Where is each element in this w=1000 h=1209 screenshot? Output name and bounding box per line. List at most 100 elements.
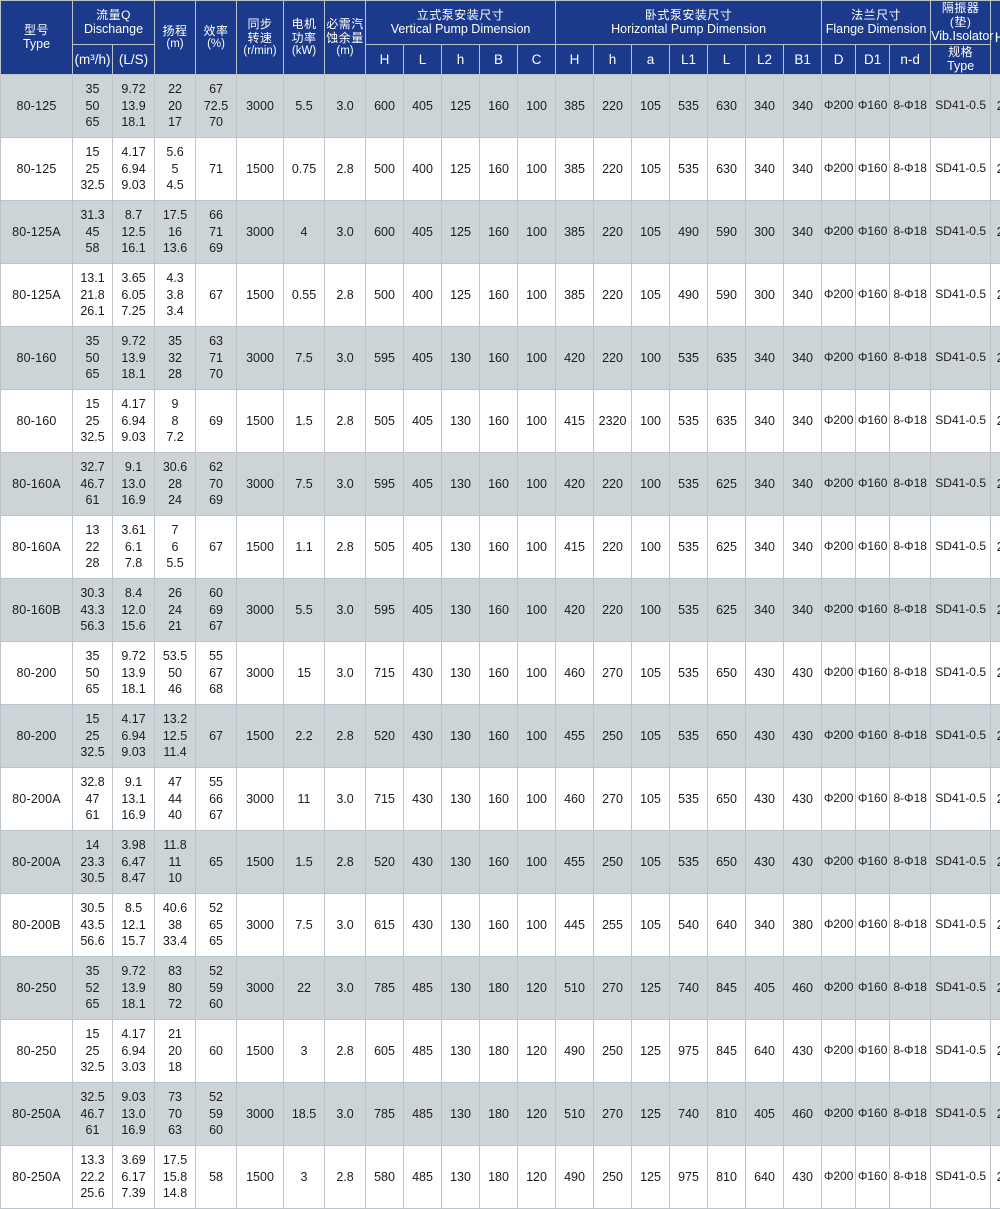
cell-flange-D1: Φ160 (856, 578, 890, 641)
cell-npsh: 3.0 (325, 578, 366, 641)
cell-horizontal-L: 650 (708, 767, 746, 830)
cell-vertical-h: 130 (442, 1082, 480, 1145)
cell-horizontal-H: 415 (556, 389, 594, 452)
cell-horizontal-a: 100 (632, 326, 670, 389)
cell-vertical-H: 715 (366, 641, 404, 704)
cell-horizontal-L2: 300 (746, 200, 784, 263)
header-vertical-B: B (480, 45, 518, 75)
cell-vertical-B: 180 (480, 956, 518, 1019)
cell-horizontal-L: 845 (708, 956, 746, 1019)
cell-type: 80-125A (1, 200, 73, 263)
cell-motor-power: 18.5 (284, 1082, 325, 1145)
cell-type: 80-160 (1, 389, 73, 452)
cell-isolator-type: SD41-0.5 (931, 515, 991, 578)
cell-horizontal-L2: 405 (746, 956, 784, 1019)
cell-vertical-L: 405 (404, 452, 442, 515)
cell-vertical-H: 785 (366, 956, 404, 1019)
cell-horizontal-L1: 740 (670, 1082, 708, 1145)
cell-horizontal-a: 105 (632, 263, 670, 326)
header-vibration-isolator: 隔振器 (垫) Vib.Isolator (931, 1, 991, 45)
cell-npsh: 3.0 (325, 200, 366, 263)
header-horizontal-H: H (556, 45, 594, 75)
cell-flange-D: Φ200 (822, 578, 856, 641)
cell-horizontal-L1: 535 (670, 452, 708, 515)
header-type: 型号 Type (1, 1, 73, 75)
cell-isolator-type: SD41-0.5 (931, 137, 991, 200)
cell-flange-D1: Φ160 (856, 704, 890, 767)
cell-flange-D1: Φ160 (856, 830, 890, 893)
cell-horizontal-H: 460 (556, 767, 594, 830)
cell-horizontal-B1: 340 (784, 326, 822, 389)
cell-vertical-C: 120 (518, 1019, 556, 1082)
cell-horizontal-a: 125 (632, 956, 670, 1019)
cell-flange-D1: Φ160 (856, 74, 890, 137)
cell-horizontal-L1: 535 (670, 515, 708, 578)
cell-type: 80-200B (1, 893, 73, 956)
cell-efficiency: 60 (196, 1019, 237, 1082)
cell-isolator-type: SD41-0.5 (931, 767, 991, 830)
cell-vertical-L: 485 (404, 1019, 442, 1082)
cell-horizontal-L2: 340 (746, 515, 784, 578)
cell-efficiency: 58 (196, 1145, 237, 1208)
cell-flange-nd: 8-Φ18 (890, 263, 931, 326)
cell-flange-D1: Φ160 (856, 326, 890, 389)
cell-flange-D1: Φ160 (856, 1082, 890, 1145)
cell-horizontal-H: 510 (556, 956, 594, 1019)
cell-speed: 1500 (237, 137, 284, 200)
cell-vertical-H: 505 (366, 515, 404, 578)
cell-vertical-H: 580 (366, 1145, 404, 1208)
cell-flange-D1: Φ160 (856, 200, 890, 263)
cell-isolator-type: SD41-0.5 (931, 389, 991, 452)
cell-horizontal-L2: 430 (746, 830, 784, 893)
cell-vertical-h: 130 (442, 767, 480, 830)
cell-h1: 20 (991, 1145, 1000, 1208)
cell-horizontal-L: 640 (708, 893, 746, 956)
cell-horizontal-H: 460 (556, 641, 594, 704)
cell-horizontal-L: 810 (708, 1082, 746, 1145)
cell-flange-nd: 8-Φ18 (890, 1082, 931, 1145)
cell-speed: 3000 (237, 956, 284, 1019)
cell-isolator-type: SD41-0.5 (931, 641, 991, 704)
cell-horizontal-L: 635 (708, 389, 746, 452)
cell-npsh: 2.8 (325, 515, 366, 578)
cell-vertical-C: 100 (518, 578, 556, 641)
cell-vertical-C: 100 (518, 704, 556, 767)
cell-horizontal-L: 650 (708, 830, 746, 893)
cell-flange-D1: Φ160 (856, 515, 890, 578)
cell-horizontal-L1: 975 (670, 1145, 708, 1208)
cell-horizontal-B1: 340 (784, 515, 822, 578)
cell-flange-D: Φ200 (822, 1082, 856, 1145)
cell-h1: 20 (991, 956, 1000, 1019)
cell-flange-D: Φ200 (822, 389, 856, 452)
cell-vertical-B: 160 (480, 830, 518, 893)
cell-vertical-h: 125 (442, 263, 480, 326)
cell-horizontal-h: 250 (594, 830, 632, 893)
header-horizontal-h: h (594, 45, 632, 75)
cell-horizontal-h: 220 (594, 326, 632, 389)
cell-flange-nd: 8-Φ18 (890, 137, 931, 200)
cell-vertical-L: 430 (404, 767, 442, 830)
cell-horizontal-L: 625 (708, 515, 746, 578)
cell-type: 80-250A (1, 1082, 73, 1145)
cell-horizontal-L: 590 (708, 263, 746, 326)
cell-vertical-B: 160 (480, 389, 518, 452)
cell-motor-power: 11 (284, 767, 325, 830)
cell-speed: 3000 (237, 893, 284, 956)
cell-horizontal-H: 445 (556, 893, 594, 956)
cell-motor-power: 0.75 (284, 137, 325, 200)
